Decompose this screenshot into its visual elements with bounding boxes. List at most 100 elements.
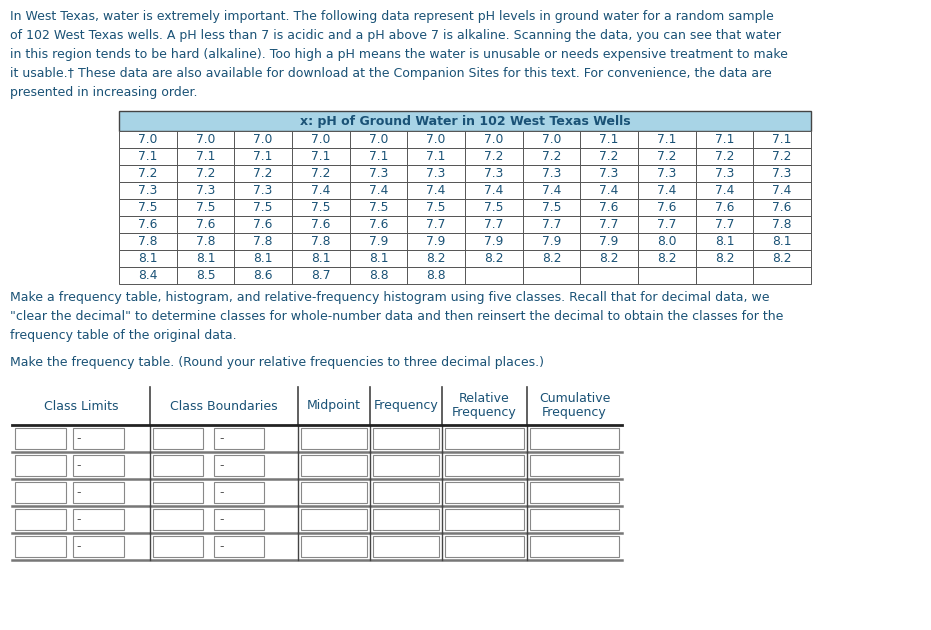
Bar	[74, 455, 124, 476]
Text: 8.2: 8.2	[426, 252, 446, 265]
Text: 7.2: 7.2	[253, 167, 273, 180]
Bar	[445, 536, 524, 557]
Text: 7.0: 7.0	[369, 133, 388, 146]
Bar	[530, 509, 619, 530]
Bar	[15, 482, 66, 503]
Bar	[530, 455, 619, 476]
Text: 7.2: 7.2	[311, 167, 331, 180]
Text: 7.0: 7.0	[138, 133, 157, 146]
Text: Cumulative: Cumulative	[539, 392, 610, 405]
Text: 7.2: 7.2	[773, 150, 792, 163]
Bar	[119, 267, 811, 284]
Text: -: -	[220, 432, 224, 445]
Text: 7.0: 7.0	[542, 133, 561, 146]
Text: 7.1: 7.1	[369, 150, 388, 163]
Bar	[153, 509, 203, 530]
Bar	[301, 509, 367, 530]
Text: 7.6: 7.6	[657, 201, 677, 214]
Bar	[15, 536, 66, 557]
Text: 7.4: 7.4	[426, 184, 446, 197]
Text: 7.7: 7.7	[715, 218, 735, 231]
Text: 7.0: 7.0	[196, 133, 215, 146]
Bar	[373, 482, 439, 503]
Bar	[445, 455, 524, 476]
Text: 7.5: 7.5	[138, 201, 157, 214]
Text: 7.1: 7.1	[715, 133, 735, 146]
Text: 7.3: 7.3	[484, 167, 504, 180]
Text: -: -	[220, 459, 224, 472]
Text: 8.1: 8.1	[196, 252, 215, 265]
Bar	[213, 536, 263, 557]
Text: -: -	[220, 513, 224, 526]
Bar	[15, 428, 66, 449]
Text: 7.3: 7.3	[369, 167, 388, 180]
Text: 7.1: 7.1	[657, 133, 677, 146]
Text: 7.6: 7.6	[311, 218, 331, 231]
Text: 7.6: 7.6	[369, 218, 388, 231]
Text: 7.6: 7.6	[600, 201, 619, 214]
Bar	[530, 428, 619, 449]
Text: in this region tends to be hard (alkaline). Too high a pH means the water is unu: in this region tends to be hard (alkalin…	[10, 48, 788, 61]
Text: -: -	[220, 486, 224, 499]
Bar	[373, 509, 439, 530]
Text: 7.2: 7.2	[542, 150, 561, 163]
Text: 7.0: 7.0	[253, 133, 273, 146]
Text: 7.5: 7.5	[542, 201, 561, 214]
Text: "clear the decimal" to determine classes for whole-number data and then reinsert: "clear the decimal" to determine classes…	[10, 310, 783, 323]
Text: Frequency: Frequency	[373, 399, 439, 413]
Text: x: pH of Ground Water in 102 West Texas Wells: x: pH of Ground Water in 102 West Texas …	[300, 115, 630, 127]
Text: Frequency: Frequency	[542, 406, 607, 420]
Text: 7.6: 7.6	[715, 201, 735, 214]
Text: 7.3: 7.3	[773, 167, 792, 180]
Bar	[373, 455, 439, 476]
Text: 7.4: 7.4	[484, 184, 504, 197]
Text: Class Boundaries: Class Boundaries	[170, 399, 277, 413]
Text: 7.1: 7.1	[773, 133, 792, 146]
Text: 8.1: 8.1	[253, 252, 273, 265]
Text: 8.7: 8.7	[311, 269, 331, 282]
Bar	[213, 455, 263, 476]
Bar	[74, 482, 124, 503]
Text: 7.5: 7.5	[196, 201, 215, 214]
Text: 7.5: 7.5	[426, 201, 446, 214]
Text: -: -	[76, 486, 81, 499]
Text: 7.0: 7.0	[311, 133, 331, 146]
Bar	[153, 536, 203, 557]
Bar	[445, 509, 524, 530]
Text: -: -	[220, 540, 224, 553]
Bar	[445, 482, 524, 503]
Text: 7.5: 7.5	[369, 201, 388, 214]
Text: 7.7: 7.7	[600, 218, 619, 231]
Bar	[301, 536, 367, 557]
Text: 7.5: 7.5	[311, 201, 331, 214]
Text: Make the frequency table. (Round your relative frequencies to three decimal plac: Make the frequency table. (Round your re…	[10, 356, 544, 369]
Text: 7.2: 7.2	[138, 167, 157, 180]
Text: 7.4: 7.4	[600, 184, 619, 197]
Bar	[530, 482, 619, 503]
Text: 8.1: 8.1	[311, 252, 331, 265]
Text: 8.8: 8.8	[426, 269, 446, 282]
Text: 7.0: 7.0	[484, 133, 504, 146]
Bar	[15, 509, 66, 530]
Text: 7.1: 7.1	[600, 133, 619, 146]
Text: 8.1: 8.1	[773, 235, 792, 248]
Bar	[213, 509, 263, 530]
Bar	[213, 482, 263, 503]
Bar	[373, 536, 439, 557]
Text: 7.8: 7.8	[196, 235, 215, 248]
Text: 7.5: 7.5	[253, 201, 273, 214]
Text: 7.6: 7.6	[196, 218, 215, 231]
Text: 7.8: 7.8	[773, 218, 792, 231]
Text: 7.2: 7.2	[600, 150, 619, 163]
Text: 7.0: 7.0	[426, 133, 446, 146]
Text: of 102 West Texas wells. A pH less than 7 is acidic and a pH above 7 is alkaline: of 102 West Texas wells. A pH less than …	[10, 29, 781, 42]
Text: 7.9: 7.9	[484, 235, 504, 248]
Bar	[74, 428, 124, 449]
Bar	[301, 455, 367, 476]
Text: 7.9: 7.9	[542, 235, 561, 248]
Text: 8.2: 8.2	[773, 252, 792, 265]
Text: 7.3: 7.3	[196, 184, 215, 197]
Text: 7.3: 7.3	[657, 167, 677, 180]
Bar	[301, 482, 367, 503]
Text: 7.3: 7.3	[426, 167, 446, 180]
